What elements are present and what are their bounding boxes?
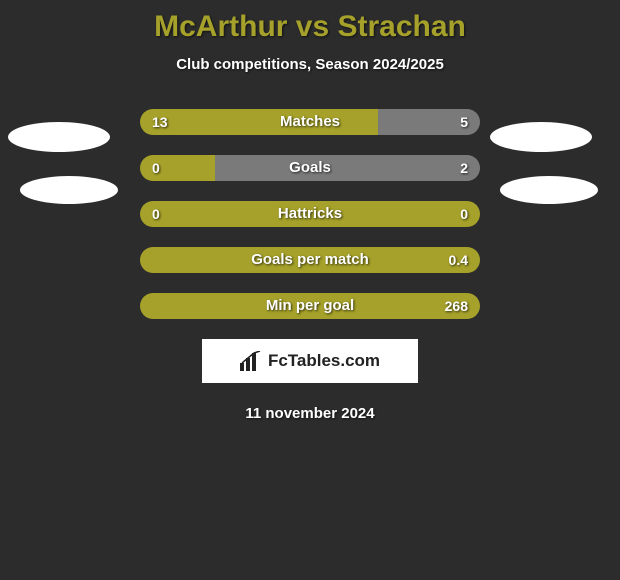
bar-row-matches: 13 Matches 5 [140, 109, 480, 135]
player-left-ellipse-2 [20, 176, 118, 204]
bar-label: Goals per match [140, 247, 480, 273]
bar-label: Goals [140, 155, 480, 181]
bar-right-value: 2 [460, 155, 468, 181]
bar-label: Hattricks [140, 201, 480, 227]
bar-row-goals-per-match: Goals per match 0.4 [140, 247, 480, 273]
player-right-ellipse-2 [500, 176, 598, 204]
bar-label: Min per goal [140, 293, 480, 319]
bar-right-value: 0.4 [449, 247, 468, 273]
bar-right-value: 268 [445, 293, 468, 319]
bar-row-min-per-goal: Min per goal 268 [140, 293, 480, 319]
date-text: 11 november 2024 [0, 405, 620, 422]
bar-label: Matches [140, 109, 480, 135]
bar-right-value: 5 [460, 109, 468, 135]
player-left-ellipse-1 [8, 122, 110, 152]
subtitle: Club competitions, Season 2024/2025 [0, 56, 620, 73]
player-right-ellipse-1 [490, 122, 592, 152]
fctables-logo: FcTables.com [202, 339, 418, 383]
bars-chart-icon [240, 351, 262, 371]
bar-right-value: 0 [460, 201, 468, 227]
bar-row-hattricks: 0 Hattricks 0 [140, 201, 480, 227]
bar-row-goals: 0 Goals 2 [140, 155, 480, 181]
page-title: McArthur vs Strachan [0, 0, 620, 44]
logo-text: FcTables.com [268, 351, 380, 371]
